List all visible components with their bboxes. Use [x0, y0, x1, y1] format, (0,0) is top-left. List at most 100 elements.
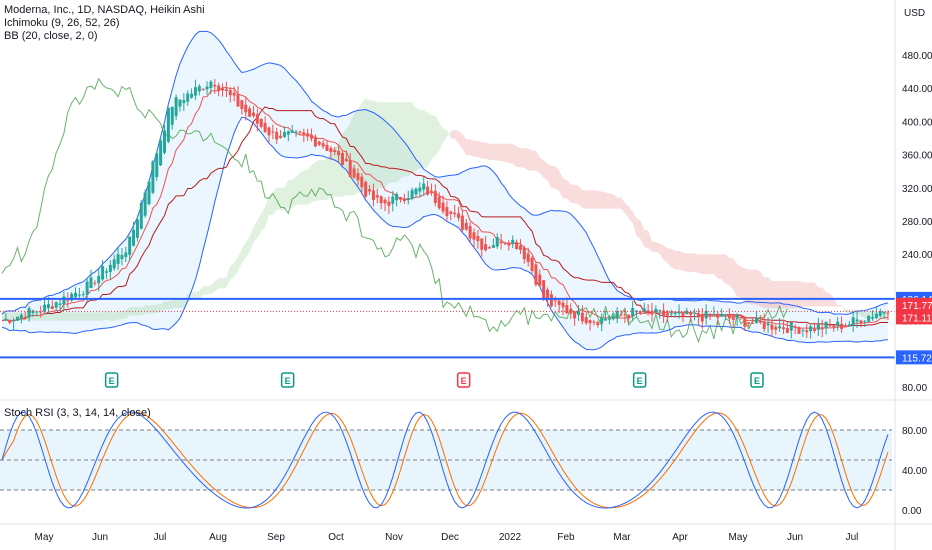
candle-body[interactable]: [638, 311, 642, 313]
candle-body[interactable]: [23, 316, 27, 319]
candle-body[interactable]: [507, 242, 511, 246]
candle-body[interactable]: [228, 90, 232, 96]
candle-body[interactable]: [321, 143, 325, 147]
candle-body[interactable]: [437, 196, 441, 209]
candle-body[interactable]: [128, 236, 132, 255]
candle-body[interactable]: [650, 310, 654, 315]
candle-body[interactable]: [658, 310, 662, 312]
candle-body[interactable]: [615, 311, 619, 318]
candle-body[interactable]: [855, 319, 859, 322]
candle-body[interactable]: [453, 212, 457, 215]
candle-body[interactable]: [151, 161, 155, 193]
candle-body[interactable]: [542, 280, 546, 300]
candle-body[interactable]: [155, 153, 159, 178]
candle-body[interactable]: [77, 294, 81, 296]
candle-body[interactable]: [213, 84, 217, 87]
candle-body[interactable]: [588, 320, 592, 324]
candle-body[interactable]: [317, 141, 321, 145]
candle-body[interactable]: [70, 293, 74, 301]
candle-body[interactable]: [429, 190, 433, 192]
candle-body[interactable]: [132, 229, 136, 246]
candle-body[interactable]: [54, 302, 58, 308]
candle-body[interactable]: [747, 322, 751, 324]
candle-body[interactable]: [669, 313, 673, 315]
candle-body[interactable]: [433, 190, 437, 203]
candle-body[interactable]: [874, 313, 878, 318]
candle-body[interactable]: [190, 93, 194, 98]
candle-body[interactable]: [592, 321, 596, 323]
candle-body[interactable]: [515, 241, 519, 250]
candle-body[interactable]: [619, 314, 623, 316]
candle-body[interactable]: [642, 308, 646, 313]
candle-body[interactable]: [685, 310, 689, 315]
candle-body[interactable]: [174, 97, 178, 116]
candle-body[interactable]: [886, 312, 890, 314]
candle-body[interactable]: [340, 153, 344, 165]
candle-body[interactable]: [820, 327, 824, 330]
candle-body[interactable]: [255, 114, 259, 124]
candle-body[interactable]: [743, 317, 747, 327]
candle-body[interactable]: [39, 311, 43, 313]
candle-body[interactable]: [441, 202, 445, 212]
candle-body[interactable]: [495, 237, 499, 247]
candle-body[interactable]: [766, 323, 770, 326]
candle-body[interactable]: [689, 312, 693, 315]
candle-body[interactable]: [143, 192, 147, 216]
candle-body[interactable]: [101, 266, 105, 280]
price-badge[interactable]: [896, 310, 932, 325]
candle-body[interactable]: [867, 315, 871, 322]
candle-body[interactable]: [816, 324, 820, 330]
candle-body[interactable]: [751, 322, 755, 324]
candle-body[interactable]: [712, 314, 716, 316]
candle-body[interactable]: [422, 183, 426, 190]
candle-body[interactable]: [306, 133, 310, 137]
candle-body[interactable]: [878, 311, 882, 316]
candle-body[interactable]: [186, 93, 190, 102]
candle-body[interactable]: [758, 320, 762, 323]
bollinger-legend[interactable]: BB (20, close, 2, 0): [4, 30, 98, 42]
candle-body[interactable]: [487, 247, 491, 249]
candle-body[interactable]: [85, 281, 89, 295]
ichimoku-legend[interactable]: Ichimoku (9, 26, 52, 26): [4, 17, 120, 29]
candle-body[interactable]: [847, 324, 851, 327]
candle-body[interactable]: [124, 252, 128, 258]
candle-body[interactable]: [426, 186, 430, 195]
candle-body[interactable]: [724, 314, 728, 316]
candle-body[interactable]: [271, 131, 275, 133]
candle-body[interactable]: [623, 314, 627, 316]
candle-body[interactable]: [368, 189, 372, 192]
candle-body[interactable]: [135, 219, 139, 238]
candle-body[interactable]: [824, 321, 828, 329]
candle-body[interactable]: [693, 312, 697, 314]
candle-body[interactable]: [120, 254, 124, 260]
candle-body[interactable]: [282, 132, 286, 137]
candle-body[interactable]: [735, 315, 739, 319]
candle-body[interactable]: [549, 294, 553, 307]
earnings-icon[interactable]: E: [280, 372, 295, 388]
candle-body[interactable]: [224, 89, 228, 92]
candle-body[interactable]: [93, 282, 97, 284]
candle-body[interactable]: [511, 239, 515, 245]
candle-body[interactable]: [251, 112, 255, 116]
candle-body[interactable]: [147, 181, 151, 205]
candle-body[interactable]: [468, 226, 472, 239]
candle-body[interactable]: [673, 312, 677, 314]
candle-body[interactable]: [375, 195, 379, 198]
candle-body[interactable]: [240, 100, 244, 110]
candle-body[interactable]: [356, 173, 360, 181]
candle-body[interactable]: [4, 318, 8, 321]
candle-body[interactable]: [491, 244, 495, 248]
candle-body[interactable]: [58, 303, 62, 305]
candle-body[interactable]: [557, 300, 561, 305]
candle-body[interactable]: [573, 311, 577, 319]
candle-body[interactable]: [50, 306, 54, 310]
candle-body[interactable]: [789, 322, 793, 331]
candle-body[interactable]: [236, 94, 240, 107]
candle-body[interactable]: [310, 134, 314, 139]
candle-body[interactable]: [209, 81, 213, 88]
candle-body[interactable]: [15, 316, 19, 321]
candle-body[interactable]: [662, 310, 666, 317]
candle-body[interactable]: [809, 326, 813, 332]
candle-body[interactable]: [162, 130, 166, 153]
